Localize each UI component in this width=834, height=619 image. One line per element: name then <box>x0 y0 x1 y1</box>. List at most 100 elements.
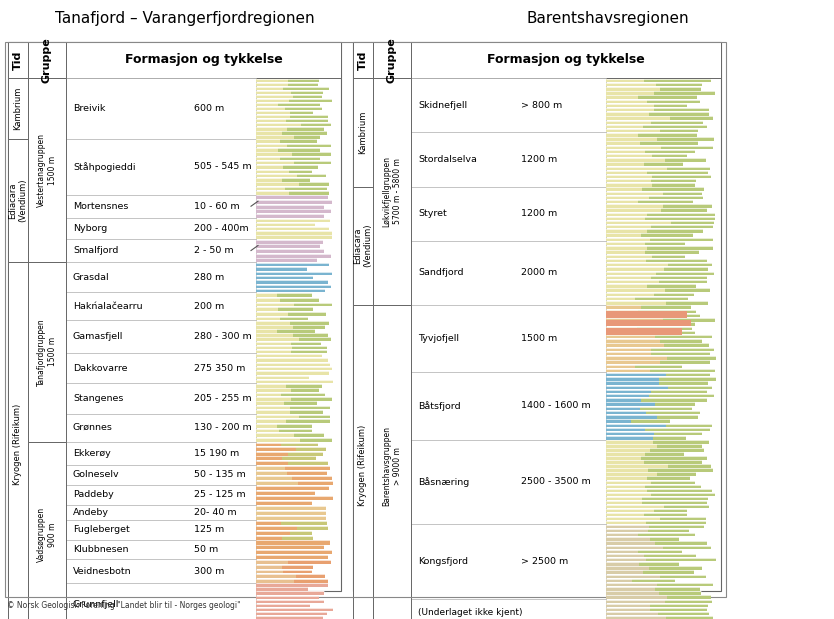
Bar <box>606 328 681 335</box>
Bar <box>636 365 681 368</box>
Bar <box>652 183 695 187</box>
Text: 20- 40 m: 20- 40 m <box>194 508 237 517</box>
Bar <box>666 373 710 376</box>
Text: > 800 m: > 800 m <box>521 101 562 110</box>
Text: 50 m: 50 m <box>194 545 219 554</box>
Bar <box>606 301 708 305</box>
Bar <box>647 212 715 216</box>
Bar <box>651 390 706 393</box>
Bar <box>660 360 710 364</box>
Text: Tanafjordgruppen
1500 m: Tanafjordgruppen 1500 m <box>38 318 57 386</box>
Text: 2500 - 3500 m: 2500 - 3500 m <box>521 477 590 487</box>
Bar <box>299 415 330 418</box>
Bar <box>651 275 707 279</box>
Bar <box>256 438 332 442</box>
Bar <box>606 574 706 578</box>
Bar <box>606 311 686 318</box>
Bar <box>647 229 703 233</box>
Bar <box>284 107 322 110</box>
Bar <box>256 329 315 332</box>
Text: Nyborg: Nyborg <box>73 224 108 233</box>
Bar <box>606 558 716 561</box>
Bar <box>301 123 331 126</box>
Bar <box>606 242 686 245</box>
Bar <box>606 142 697 145</box>
Bar <box>256 555 328 560</box>
Bar <box>299 337 331 341</box>
Bar <box>297 174 326 178</box>
Bar <box>606 587 700 591</box>
Bar <box>664 344 709 347</box>
Bar <box>66 353 256 383</box>
Bar <box>256 289 324 292</box>
Bar <box>256 579 329 582</box>
Bar <box>660 87 701 90</box>
Bar <box>256 307 313 311</box>
Bar <box>300 438 332 442</box>
Text: Kambrium: Kambrium <box>13 87 23 130</box>
Bar <box>256 501 312 504</box>
Bar <box>653 440 709 444</box>
Text: > 2500 m: > 2500 m <box>521 557 568 566</box>
Bar <box>645 428 710 431</box>
Bar <box>256 148 320 152</box>
Bar <box>606 91 715 95</box>
Bar <box>66 383 256 413</box>
Bar <box>606 238 713 241</box>
Text: 1500 m: 1500 m <box>521 334 557 343</box>
Text: Tid: Tid <box>358 50 368 70</box>
Bar <box>256 161 331 165</box>
Bar <box>291 389 319 392</box>
Bar <box>283 535 313 540</box>
Bar <box>671 221 715 224</box>
Bar <box>661 517 706 520</box>
Bar <box>606 493 715 496</box>
Bar <box>606 272 714 275</box>
Bar <box>285 466 330 470</box>
Bar <box>666 616 713 619</box>
Text: Vestertanagruppen
1500 m: Vestertanagruppen 1500 m <box>38 133 57 207</box>
Bar <box>645 242 686 245</box>
Bar <box>606 501 707 504</box>
Bar <box>644 125 706 128</box>
Bar <box>373 78 411 305</box>
Bar <box>670 116 713 120</box>
Bar <box>657 137 714 141</box>
Bar <box>411 439 606 524</box>
Bar <box>28 262 66 442</box>
Bar <box>606 579 675 582</box>
Bar <box>606 116 713 120</box>
Bar <box>647 171 708 174</box>
Bar <box>606 469 713 472</box>
Text: 15 190 m: 15 190 m <box>194 449 239 458</box>
Bar <box>606 436 686 439</box>
Bar <box>655 432 702 435</box>
Text: Tyvjofjell: Tyvjofjell <box>418 334 459 343</box>
Bar <box>256 560 331 564</box>
Bar <box>654 91 715 95</box>
Bar <box>256 91 324 94</box>
Text: Paddeby: Paddeby <box>73 490 113 499</box>
Bar <box>8 42 28 78</box>
Bar <box>606 188 704 191</box>
Bar <box>657 612 709 615</box>
Bar <box>651 448 704 452</box>
Bar <box>256 367 332 370</box>
Bar <box>256 87 329 90</box>
Bar <box>288 461 329 465</box>
Bar <box>606 432 702 435</box>
Bar <box>353 42 721 591</box>
Text: Ståhpogieddi: Ståhpogieddi <box>73 162 135 171</box>
Bar <box>606 616 713 619</box>
Bar <box>654 293 695 297</box>
Bar <box>256 83 318 86</box>
Bar <box>606 162 683 166</box>
Bar <box>636 297 688 300</box>
Bar <box>256 452 323 456</box>
Bar <box>606 356 716 360</box>
Bar <box>655 587 700 591</box>
Bar <box>649 394 714 397</box>
Bar <box>606 348 714 351</box>
Bar <box>256 371 329 374</box>
Bar <box>256 540 330 545</box>
